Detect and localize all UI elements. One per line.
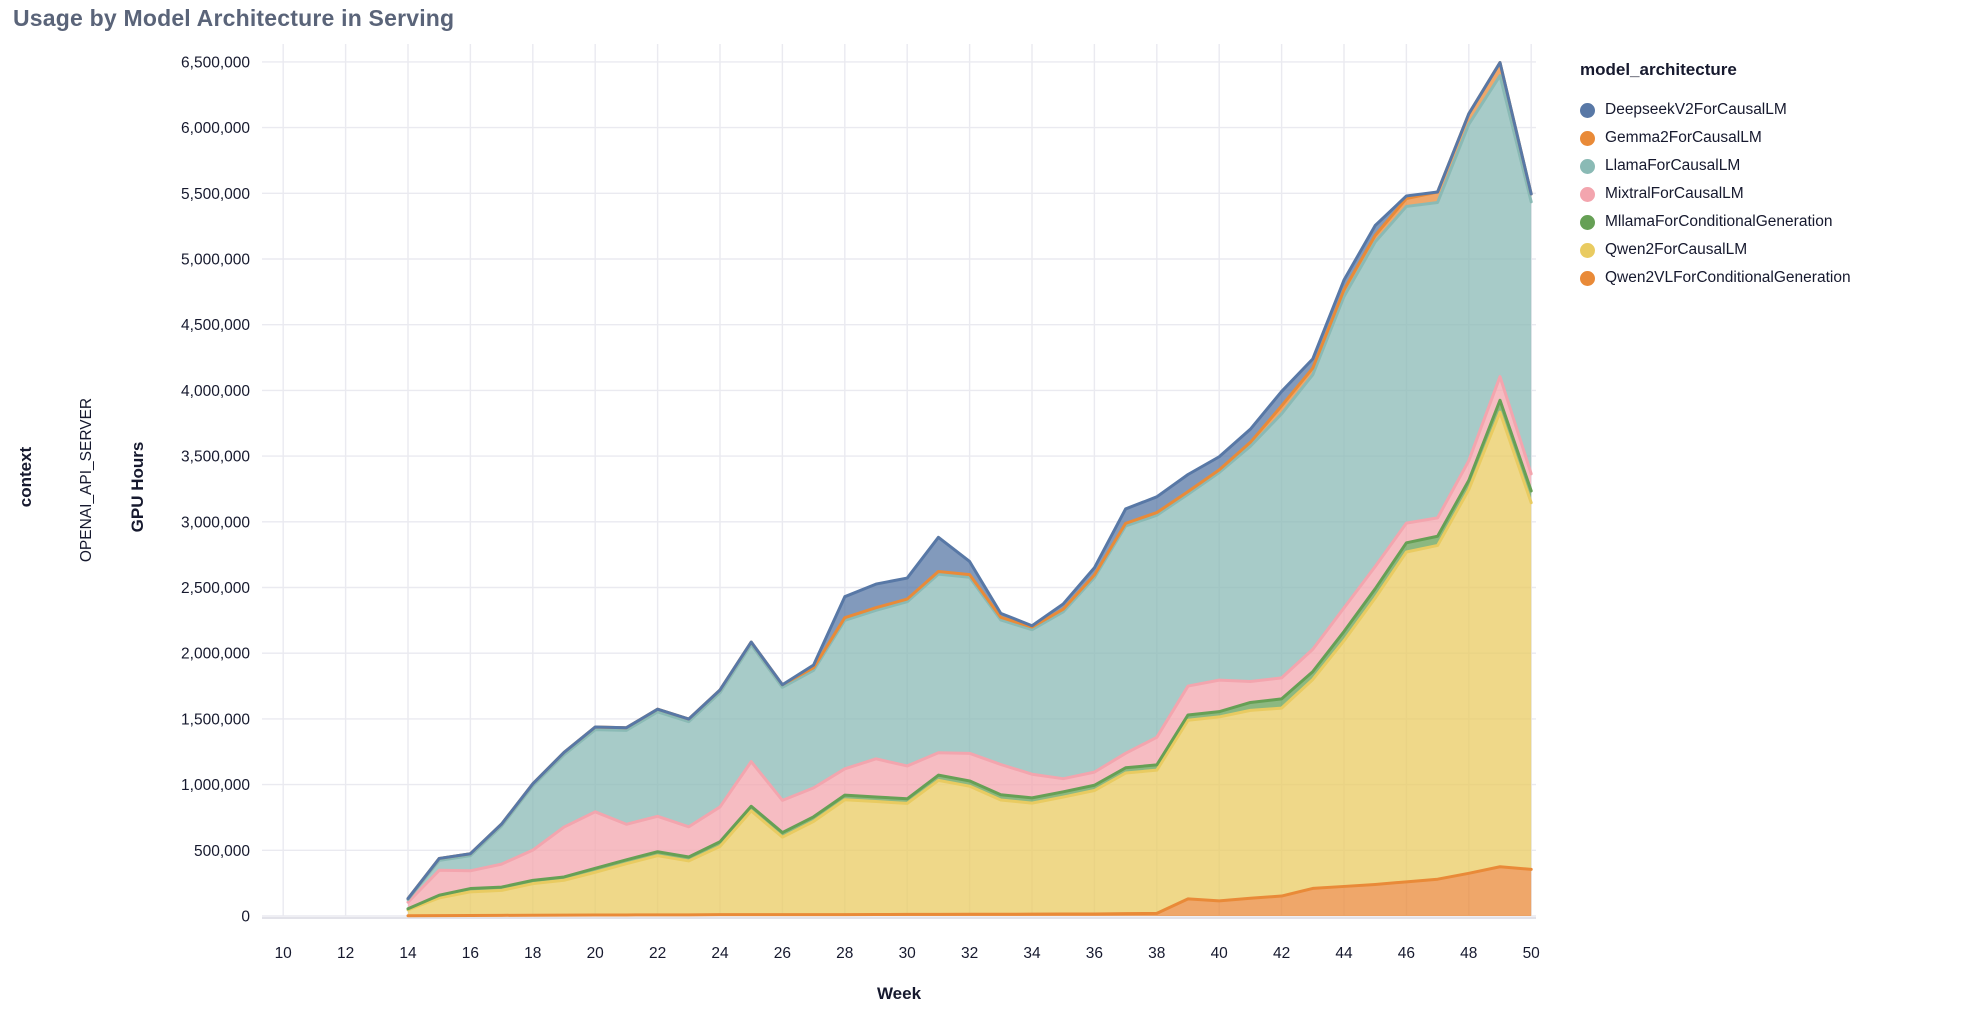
area-Qwen2ForCausalLM[interactable] [408, 412, 1532, 916]
legend-item-label: DeepseekV2ForCausalLM [1605, 101, 1787, 118]
y-tick-label: 5,000,000 [181, 252, 250, 269]
y-tick-label: 4,000,000 [181, 383, 250, 400]
x-tick-label: 42 [1273, 945, 1290, 962]
area-line-MllamaForConditionalGeneration [406, 398, 1533, 911]
legend-items: DeepseekV2ForCausalLM Gemma2ForCausalLM Ll… [1580, 96, 1851, 292]
x-tick-label: 22 [649, 945, 666, 962]
area-Qwen2VLForConditionalGeneration[interactable] [408, 866, 1532, 916]
x-tick-label: 36 [1086, 945, 1103, 962]
x-tick-label: 12 [337, 945, 354, 962]
legend: model_architecture DeepseekV2ForCausalLM… [1580, 60, 1851, 292]
x-axis-title: Week [876, 984, 922, 1003]
area-line-Qwen2VLForConditionalGeneration [406, 865, 1533, 918]
x-tick-label: 10 [275, 945, 293, 962]
legend-item-Gemma2ForCausalLM[interactable]: Gemma2ForCausalLM [1580, 124, 1851, 152]
x-tick-label: 14 [399, 945, 417, 962]
x-tick-label: 26 [774, 945, 791, 962]
x-tick-label: 16 [462, 945, 479, 962]
x-tick-label: 20 [587, 945, 605, 962]
x-tick-label: 50 [1523, 945, 1541, 962]
legend-swatch [1580, 102, 1595, 118]
legend-item-label: LlamaForCausalLM [1605, 157, 1741, 174]
x-tick-label: 46 [1398, 945, 1415, 962]
y-tick-label: 3,500,000 [181, 449, 250, 466]
y-tick-label: 0 [241, 909, 250, 926]
area-LlamaForCausalLM[interactable] [408, 75, 1532, 903]
legend-swatch [1580, 130, 1595, 146]
y-tick-label: 1,000,000 [181, 777, 250, 794]
legend-item-LlamaForCausalLM[interactable]: LlamaForCausalLM [1580, 152, 1851, 180]
legend-item-DeepseekV2ForCausalLM[interactable]: DeepseekV2ForCausalLM [1580, 96, 1851, 124]
legend-swatch [1580, 270, 1595, 286]
area-line-MixtralForCausalLM [406, 375, 1533, 904]
x-tick-label: 38 [1148, 945, 1165, 962]
y-tick-label: 1,500,000 [181, 711, 250, 728]
y-tick-label: 6,500,000 [181, 54, 250, 71]
x-tick-label: 24 [711, 945, 729, 962]
x-tick-label: 48 [1460, 945, 1477, 962]
x-tick-label: 18 [524, 945, 541, 962]
x-tick-label: 40 [1211, 945, 1229, 962]
legend-item-MixtralForCausalLM[interactable]: MixtralForCausalLM [1580, 180, 1851, 208]
legend-item-label: MllamaForConditionalGeneration [1605, 213, 1833, 230]
x-tick-label: 34 [1023, 945, 1041, 962]
legend-swatch [1580, 214, 1595, 230]
area-line-LlamaForCausalLM [406, 74, 1533, 902]
y-tick-label: 5,500,000 [181, 186, 250, 203]
legend-title: model_architecture [1580, 60, 1737, 79]
x-tick-label: 44 [1335, 945, 1353, 962]
x-tick-label: 30 [899, 945, 917, 962]
y-tick-label: 2,500,000 [181, 580, 250, 597]
y-tick-label: 500,000 [194, 843, 250, 860]
legend-swatch [1580, 158, 1595, 174]
area-line-DeepseekV2ForCausalLM [406, 61, 1533, 901]
legend-swatch [1580, 186, 1595, 202]
legend-item-label: MixtralForCausalLM [1605, 185, 1744, 202]
legend-item-label: Qwen2VLForConditionalGeneration [1605, 269, 1851, 286]
y-tick-label: 6,000,000 [181, 120, 250, 137]
x-tick-label: 28 [836, 945, 853, 962]
legend-item-Qwen2VLForConditionalGeneration[interactable]: Qwen2VLForConditionalGeneration [1580, 264, 1851, 292]
y-tick-label: 2,000,000 [181, 646, 250, 663]
area-line-Qwen2ForCausalLM [406, 410, 1533, 912]
legend-item-MllamaForConditionalGeneration[interactable]: MllamaForConditionalGeneration [1580, 208, 1851, 236]
chart-title: Usage by Model Architecture in Serving [13, 5, 455, 31]
legend-item-label: Gemma2ForCausalLM [1605, 129, 1762, 146]
legend-swatch [1580, 242, 1595, 258]
x-tick-label: 32 [961, 945, 978, 962]
legend-item-label: Qwen2ForCausalLM [1605, 241, 1748, 258]
y-tick-label: 3,000,000 [181, 514, 250, 531]
y-tick-label: 4,500,000 [181, 317, 250, 334]
legend-item-Qwen2ForCausalLM[interactable]: Qwen2ForCausalLM [1580, 236, 1851, 264]
